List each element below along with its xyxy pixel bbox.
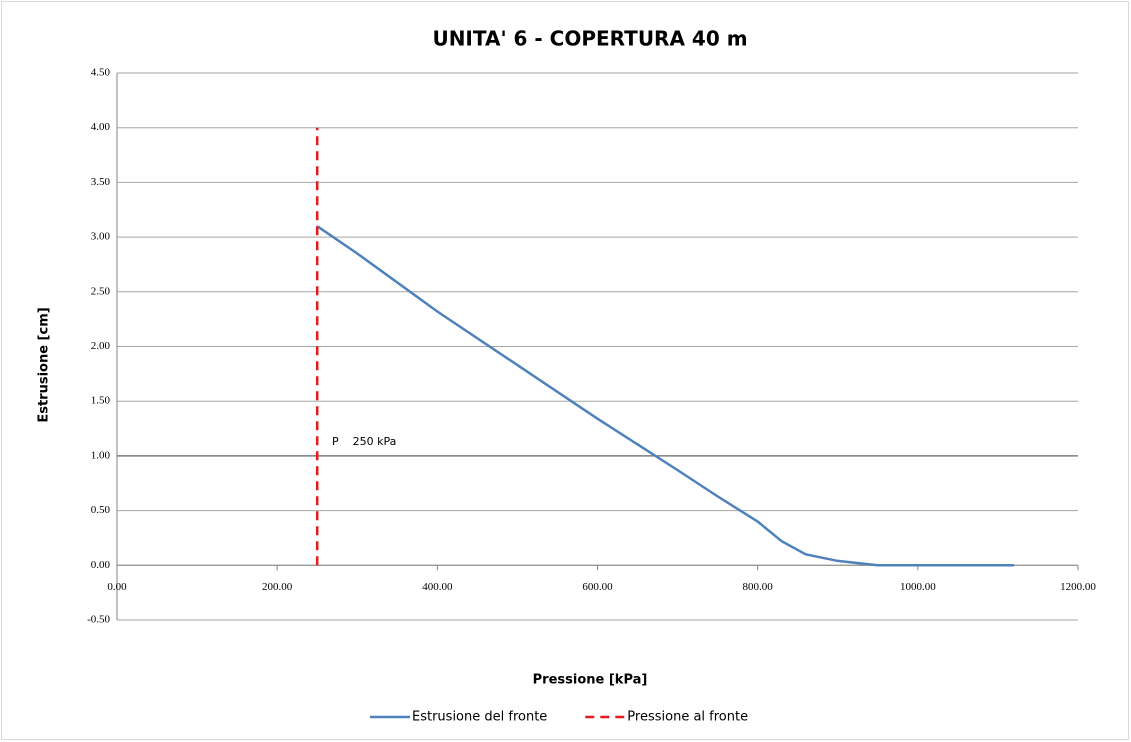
y-tick-label: 2.50 [91,285,111,297]
y-tick-label: 4.00 [91,121,111,133]
y-tick-label: 0.00 [91,559,111,571]
y-tick-label: -0.50 [87,614,110,626]
y-tick-label: 0.50 [91,504,111,516]
y-tick-label: 4.50 [91,67,111,79]
annotation: P 250 kPa [332,435,396,448]
series-line [316,225,1014,567]
x-tick-label: 600.00 [582,581,613,593]
y-tick-label: 3.00 [91,231,111,243]
y-tick-label: 1.50 [91,395,111,407]
y-tick-label: 1.00 [91,449,111,461]
x-axis-title: Pressione [kPa] [533,673,648,688]
y-tick-label: 3.50 [91,176,111,188]
x-tick-label: 200.00 [262,581,293,593]
legend-label: Pressione al fronte [627,710,748,725]
legend-label: Estrusione del fronte [412,710,547,725]
chart-title: UNITA' 6 - COPERTURA 40 m [432,27,747,51]
x-tick-label: 1000.00 [900,581,936,593]
x-tick-label: 400.00 [422,581,453,593]
x-tick-label: 800.00 [743,581,774,593]
y-tick-label: 2.00 [91,340,111,352]
y-axis-title: Estrusione [cm] [37,307,52,422]
x-tick-label: 0.00 [107,581,127,593]
x-tick-label: 1200.00 [1060,581,1096,593]
